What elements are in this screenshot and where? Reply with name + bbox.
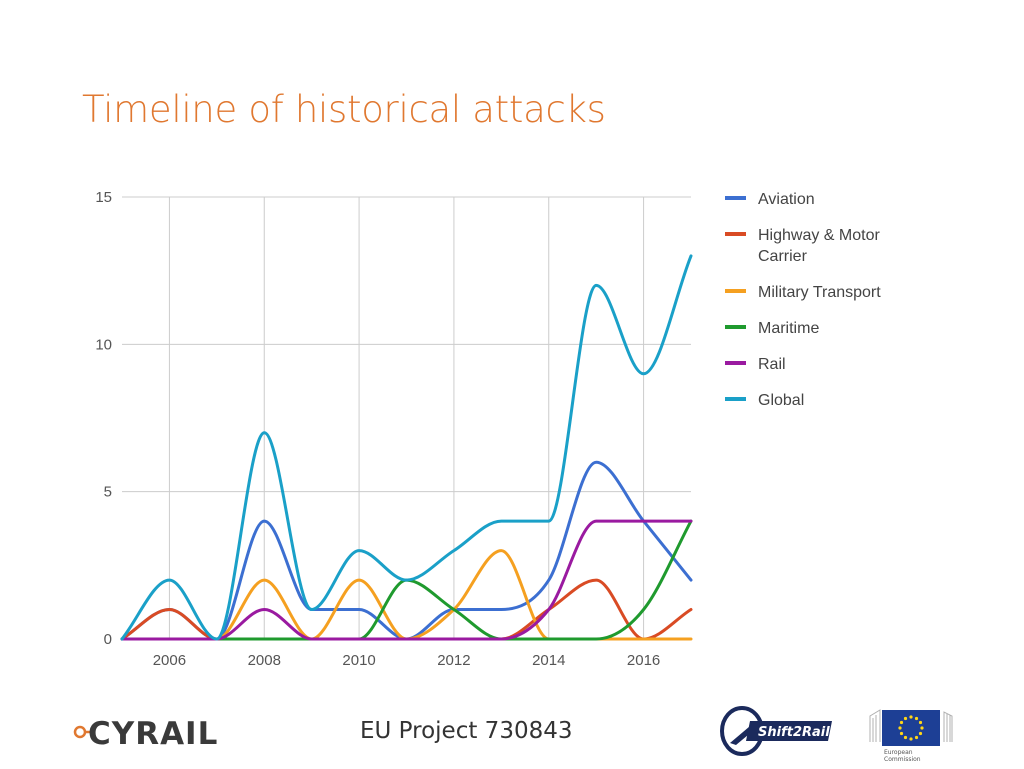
ec-text-line1: European (884, 749, 913, 756)
x-tick-label: 2016 (627, 652, 660, 669)
ec-star (909, 737, 913, 741)
cyrail-wordmark: CYRAIL (88, 716, 218, 752)
series-line-aviation (120, 460, 693, 641)
series-line-global (120, 254, 693, 641)
y-tick-label: 5 (104, 484, 112, 501)
tick-labels: 0 5 10 15 2006 2008 2010 2012 2014 2016 (95, 189, 660, 669)
legend-label-highway-motor-carrier: Highway & Motor Carrier (758, 227, 880, 265)
x-tick-label: 2014 (532, 652, 565, 669)
ec-star (898, 726, 902, 730)
european-commission-logo: European Commission (868, 702, 954, 769)
ec-star (914, 716, 919, 721)
ec-star (918, 720, 923, 725)
footer-project-text: EU Project 730843 (360, 718, 573, 744)
series-line-military-transport (120, 549, 693, 641)
series-line-highway-motor-carrier (120, 578, 693, 641)
x-tick-label: 2008 (248, 652, 281, 669)
legend-label-military-transport: Military Transport (758, 284, 881, 301)
legend-label-aviation: Aviation (758, 191, 815, 208)
ec-text-line2: Commission (884, 756, 921, 763)
legend-label-rail: Rail (758, 356, 786, 373)
ec-star (899, 731, 904, 736)
shift2rail-wordmark: Shift2Rail (758, 725, 830, 740)
y-tick-label: 10 (95, 336, 112, 353)
y-tick-label: 0 (104, 631, 112, 648)
shift2rail-logo: Shift2Rail (720, 703, 840, 764)
slide-title: Timeline of historical attacks (82, 88, 606, 131)
legend: Aviation Highway & Motor Carrier Military T… (725, 191, 881, 409)
y-tick-label: 15 (95, 189, 112, 206)
grid (122, 196, 691, 640)
legend-label-global: Global (758, 392, 804, 409)
ec-star (909, 715, 913, 719)
ec-star (914, 735, 919, 740)
legend-label-maritime: Maritime (758, 320, 819, 337)
ec-star (903, 735, 908, 740)
x-tick-label: 2010 (342, 652, 375, 669)
chart: 0 5 10 15 2006 2008 2010 2012 2014 2016 Aviation H… (95, 189, 881, 669)
ec-star (920, 726, 924, 730)
ec-star (903, 716, 908, 721)
cyrail-logo: CYRAIL (72, 712, 232, 757)
ec-star (899, 720, 904, 725)
x-tick-label: 2012 (437, 652, 470, 669)
x-tick-label: 2006 (153, 652, 186, 669)
ec-star (918, 731, 923, 736)
series-lines (120, 254, 693, 641)
